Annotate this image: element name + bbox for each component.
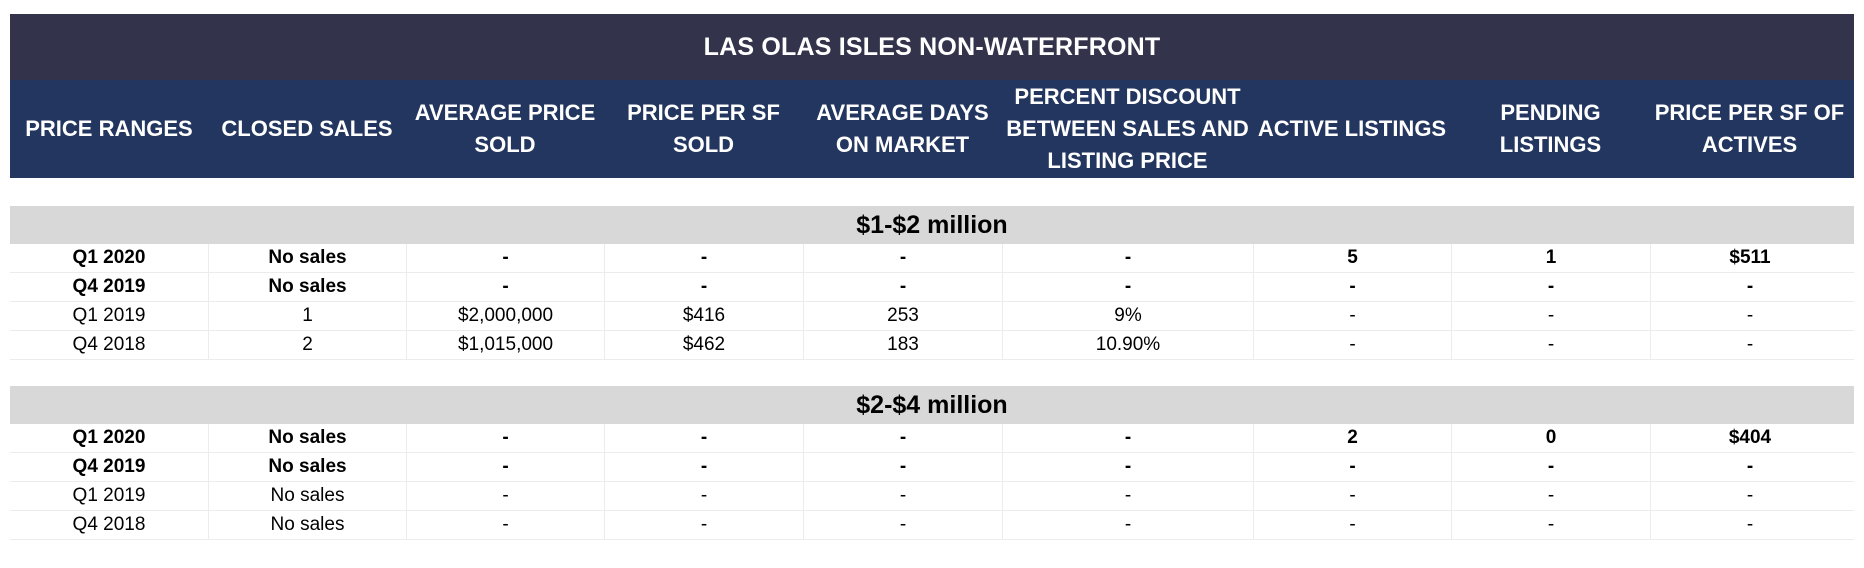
cell-price-range: Q1 2020 bbox=[72, 247, 146, 268]
cell-pending-listings: - bbox=[1451, 453, 1650, 481]
cell-percent-discount: - bbox=[1002, 453, 1253, 481]
cell-pending-listings: - bbox=[1451, 511, 1650, 539]
price-range-section-1: $1-$2 million Q1 2020 No sales - - - -5 1 $511 Q… bbox=[10, 206, 1854, 360]
table-row: Q1 2020 No sales - - - -5 1 $511 bbox=[10, 244, 1854, 273]
cell-average-days-on-market: - bbox=[803, 482, 1002, 510]
cell-closed-sales: No sales bbox=[208, 511, 406, 539]
cell-average-days-on-market: 253 bbox=[803, 302, 1002, 330]
cell-average-price-sold: - bbox=[406, 424, 604, 452]
table-row: Q4 2019 No sales - - - - - - - bbox=[10, 273, 1854, 302]
cell-pending-listings: - bbox=[1451, 302, 1650, 330]
cell-price-per-sf-actives: - bbox=[1650, 273, 1849, 301]
cell-price-per-sf-actives: - bbox=[1650, 482, 1849, 510]
cell-price-per-sf-sold: $416 bbox=[604, 302, 803, 330]
table-row: Q1 2020 No sales - - - -2 0 $404 bbox=[10, 424, 1854, 453]
column-header-average-price-sold: AVERAGE PRICE SOLD bbox=[414, 100, 596, 157]
cell-pending-listings: - bbox=[1451, 273, 1650, 301]
section-rows: Q1 2020 No sales - - - -5 1 $511 Q4 2019 No sales… bbox=[10, 244, 1854, 360]
cell-percent-discount: - bbox=[1002, 424, 1253, 452]
cell-price-per-sf-sold: - bbox=[604, 244, 803, 272]
cell-active-listings: 5 bbox=[1253, 244, 1451, 272]
cell-closed-sales: No sales bbox=[208, 273, 406, 301]
cell-pending-listings: - bbox=[1451, 331, 1650, 359]
cell-average-price-sold: - bbox=[406, 273, 604, 301]
cell-active-listings: - bbox=[1253, 273, 1451, 301]
table-row: Q4 2018 2 $1,015,000 $462 183 10.90% - - - bbox=[10, 331, 1854, 360]
cell-average-days-on-market: - bbox=[803, 511, 1002, 539]
table-row: Q1 2019 1 $2,000,000 $416 253 9% - - - bbox=[10, 302, 1854, 331]
cell-active-listings: 2 bbox=[1253, 424, 1451, 452]
cell-closed-sales: 1 bbox=[208, 302, 406, 330]
cell-active-listings: - bbox=[1253, 482, 1451, 510]
column-header-price-per-sf-actives: PRICE PER SF OF ACTIVES bbox=[1654, 100, 1845, 157]
cell-closed-sales: No sales bbox=[208, 453, 406, 481]
column-header-pending-listings: PENDING LISTINGS bbox=[1499, 100, 1602, 157]
cell-percent-discount: - bbox=[1002, 273, 1253, 301]
cell-price-per-sf-sold: - bbox=[604, 511, 803, 539]
section-label: $1-$2 million bbox=[10, 206, 1854, 244]
cell-price-range: Q4 2018 bbox=[72, 514, 146, 535]
column-header-percent-discount: PERCENT DISCOUNT BETWEEN SALES AND LISTI… bbox=[1006, 84, 1249, 173]
cell-closed-sales: No sales bbox=[208, 482, 406, 510]
cell-percent-discount: - bbox=[1002, 244, 1253, 272]
cell-percent-discount: 10.90% bbox=[1002, 331, 1253, 359]
cell-average-days-on-market: - bbox=[803, 453, 1002, 481]
cell-price-per-sf-actives: - bbox=[1650, 302, 1849, 330]
cell-average-price-sold: - bbox=[406, 453, 604, 481]
cell-price-range: Q4 2019 bbox=[72, 276, 146, 297]
cell-pending-listings: 0 bbox=[1451, 424, 1650, 452]
cell-price-per-sf-sold: - bbox=[604, 273, 803, 301]
column-header-average-days-on-market: AVERAGE DAYS ON MARKET bbox=[816, 100, 989, 157]
cell-average-price-sold: - bbox=[406, 244, 604, 272]
cell-price-range: Q1 2020 bbox=[72, 427, 146, 448]
cell-price-per-sf-actives: - bbox=[1650, 453, 1849, 481]
cell-price-per-sf-sold: - bbox=[604, 424, 803, 452]
column-header-price-per-sf-sold: PRICE PER SF SOLD bbox=[627, 100, 780, 157]
cell-price-per-sf-actives: - bbox=[1650, 331, 1849, 359]
table-row: Q1 2019 No sales - - - - - - - bbox=[10, 482, 1854, 511]
cell-closed-sales: 2 bbox=[208, 331, 406, 359]
cell-active-listings: - bbox=[1253, 453, 1451, 481]
cell-percent-discount: - bbox=[1002, 511, 1253, 539]
report-title: LAS OLAS ISLES NON-WATERFRONT bbox=[10, 14, 1854, 80]
column-header-closed-sales: CLOSED SALES bbox=[221, 116, 393, 141]
market-report-table: LAS OLAS ISLES NON-WATERFRONT PRICE RANG… bbox=[10, 14, 1854, 540]
cell-percent-discount: - bbox=[1002, 482, 1253, 510]
column-header-price-ranges: PRICE RANGES bbox=[25, 116, 193, 141]
section-rows: Q1 2020 No sales - - - -2 0 $404 Q4 2019 No sales… bbox=[10, 424, 1854, 540]
cell-percent-discount: 9% bbox=[1002, 302, 1253, 330]
cell-active-listings: - bbox=[1253, 302, 1451, 330]
table-row: Q4 2019 No sales - - - - - - - bbox=[10, 453, 1854, 482]
price-range-section-2: $2-$4 million Q1 2020 No sales - - - -2 0 $404 Q… bbox=[10, 386, 1854, 540]
cell-price-per-sf-sold: - bbox=[604, 453, 803, 481]
cell-pending-listings: - bbox=[1451, 482, 1650, 510]
cell-average-days-on-market: - bbox=[803, 273, 1002, 301]
cell-average-price-sold: $2,000,000 bbox=[406, 302, 604, 330]
cell-average-days-on-market: - bbox=[803, 244, 1002, 272]
table-row: Q4 2018 No sales - - - - - - - bbox=[10, 511, 1854, 540]
cell-price-per-sf-actives: $404 bbox=[1650, 424, 1849, 452]
cell-price-range: Q1 2019 bbox=[72, 305, 146, 326]
cell-active-listings: - bbox=[1253, 511, 1451, 539]
cell-price-range: Q1 2019 bbox=[72, 485, 146, 506]
cell-price-range: Q4 2019 bbox=[72, 456, 146, 477]
cell-average-days-on-market: - bbox=[803, 424, 1002, 452]
cell-closed-sales: No sales bbox=[208, 244, 406, 272]
cell-price-per-sf-sold: $462 bbox=[604, 331, 803, 359]
cell-average-price-sold: $1,015,000 bbox=[406, 331, 604, 359]
column-header-row: PRICE RANGES CLOSED SALES AVERAGE PRICE … bbox=[10, 80, 1854, 178]
cell-closed-sales: No sales bbox=[208, 424, 406, 452]
cell-pending-listings: 1 bbox=[1451, 244, 1650, 272]
cell-price-per-sf-actives: $511 bbox=[1650, 244, 1849, 272]
section-label: $2-$4 million bbox=[10, 386, 1854, 424]
cell-price-range: Q4 2018 bbox=[72, 334, 146, 355]
column-header-active-listings: ACTIVE LISTINGS bbox=[1257, 116, 1447, 141]
cell-average-price-sold: - bbox=[406, 482, 604, 510]
cell-average-price-sold: - bbox=[406, 511, 604, 539]
cell-active-listings: - bbox=[1253, 331, 1451, 359]
cell-price-per-sf-actives: - bbox=[1650, 511, 1849, 539]
cell-average-days-on-market: 183 bbox=[803, 331, 1002, 359]
cell-price-per-sf-sold: - bbox=[604, 482, 803, 510]
